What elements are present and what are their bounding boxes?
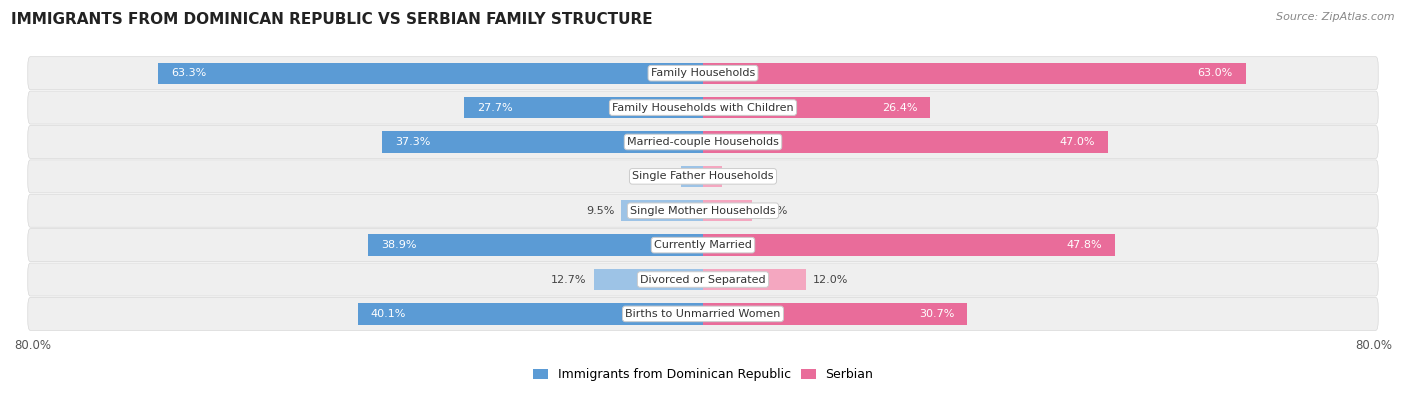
- Text: Married-couple Households: Married-couple Households: [627, 137, 779, 147]
- FancyBboxPatch shape: [28, 91, 1378, 124]
- Bar: [703, 62, 1246, 84]
- FancyBboxPatch shape: [28, 194, 1378, 227]
- Text: Single Father Households: Single Father Households: [633, 171, 773, 181]
- Bar: [681, 166, 703, 187]
- Text: Single Mother Households: Single Mother Households: [630, 206, 776, 216]
- Bar: [703, 131, 1108, 152]
- Bar: [382, 131, 703, 152]
- FancyBboxPatch shape: [28, 229, 1378, 261]
- Text: Currently Married: Currently Married: [654, 240, 752, 250]
- Bar: [357, 303, 703, 325]
- Bar: [703, 166, 721, 187]
- Bar: [157, 62, 703, 84]
- FancyBboxPatch shape: [28, 126, 1378, 158]
- Text: IMMIGRANTS FROM DOMINICAN REPUBLIC VS SERBIAN FAMILY STRUCTURE: IMMIGRANTS FROM DOMINICAN REPUBLIC VS SE…: [11, 12, 652, 27]
- Bar: [464, 97, 703, 118]
- Bar: [368, 235, 703, 256]
- Legend: Immigrants from Dominican Republic, Serbian: Immigrants from Dominican Republic, Serb…: [527, 363, 879, 386]
- Bar: [703, 97, 931, 118]
- Bar: [703, 200, 752, 222]
- Text: 5.7%: 5.7%: [759, 206, 787, 216]
- Text: 30.7%: 30.7%: [920, 309, 955, 319]
- Text: Births to Unmarried Women: Births to Unmarried Women: [626, 309, 780, 319]
- Text: 2.6%: 2.6%: [645, 171, 673, 181]
- Text: 26.4%: 26.4%: [882, 103, 918, 113]
- Text: 47.8%: 47.8%: [1066, 240, 1102, 250]
- Bar: [703, 303, 967, 325]
- Text: 12.0%: 12.0%: [813, 275, 849, 284]
- Text: Source: ZipAtlas.com: Source: ZipAtlas.com: [1277, 12, 1395, 22]
- Text: 9.5%: 9.5%: [586, 206, 614, 216]
- Text: 80.0%: 80.0%: [1355, 339, 1392, 352]
- Bar: [703, 269, 807, 290]
- Text: Family Households with Children: Family Households with Children: [612, 103, 794, 113]
- Text: Family Households: Family Households: [651, 68, 755, 78]
- Text: 12.7%: 12.7%: [551, 275, 586, 284]
- Text: 27.7%: 27.7%: [478, 103, 513, 113]
- Text: 63.3%: 63.3%: [170, 68, 207, 78]
- Bar: [703, 235, 1115, 256]
- FancyBboxPatch shape: [28, 57, 1378, 90]
- Text: 63.0%: 63.0%: [1198, 68, 1233, 78]
- Text: 80.0%: 80.0%: [14, 339, 51, 352]
- Text: 40.1%: 40.1%: [371, 309, 406, 319]
- Text: 37.3%: 37.3%: [395, 137, 430, 147]
- Text: 2.2%: 2.2%: [728, 171, 758, 181]
- Text: 47.0%: 47.0%: [1059, 137, 1095, 147]
- FancyBboxPatch shape: [28, 263, 1378, 296]
- Text: 38.9%: 38.9%: [381, 240, 416, 250]
- FancyBboxPatch shape: [28, 297, 1378, 330]
- Bar: [621, 200, 703, 222]
- Text: Divorced or Separated: Divorced or Separated: [640, 275, 766, 284]
- Bar: [593, 269, 703, 290]
- FancyBboxPatch shape: [28, 160, 1378, 193]
